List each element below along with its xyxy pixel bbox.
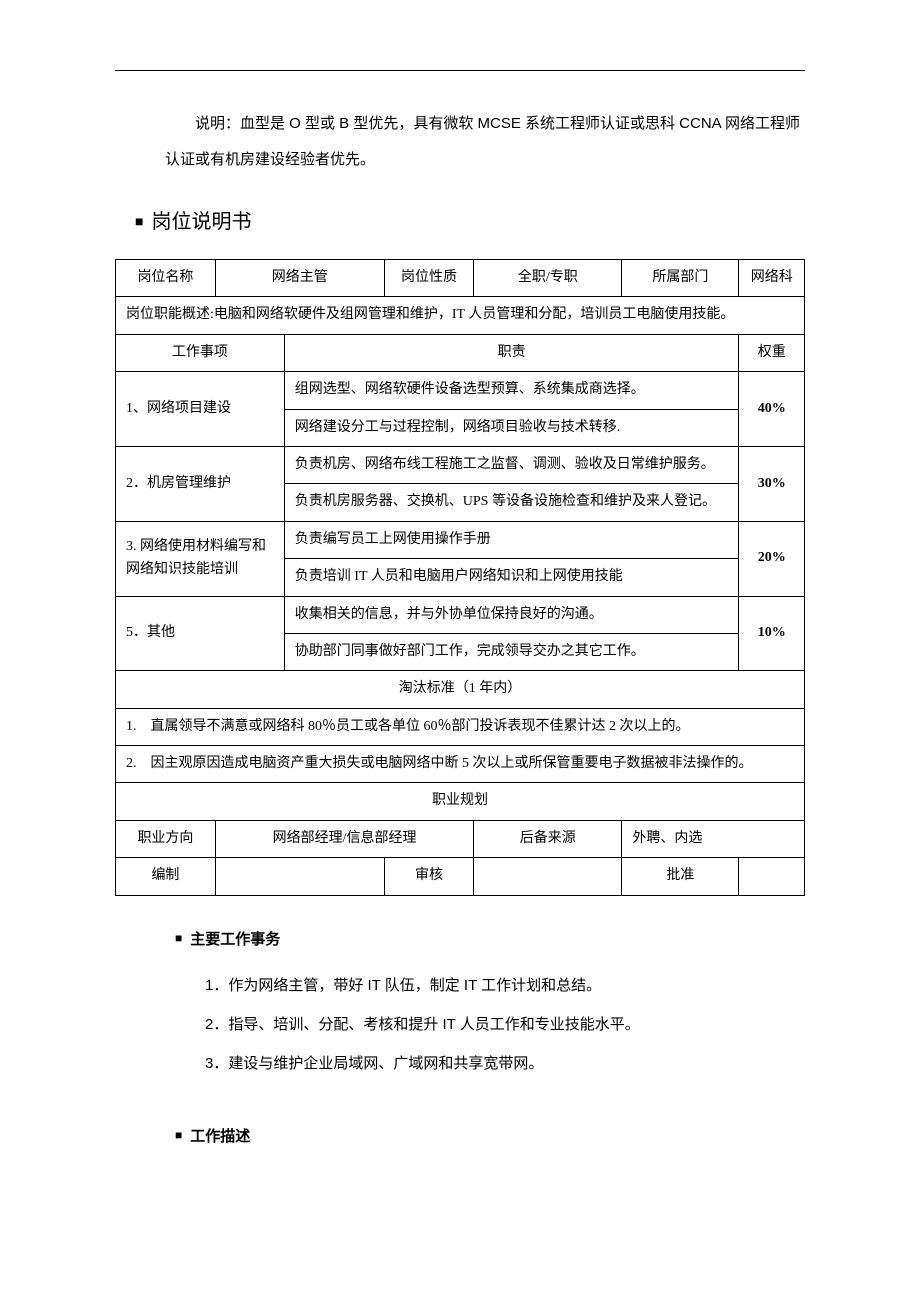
header-label: 所属部门 [622, 260, 739, 297]
overview-cell: 岗位职能概述:电脑和网络软硬件及组网管理和维护，IT 人员管理和分配，培训员工电… [116, 297, 805, 334]
header-label: 岗位名称 [116, 260, 216, 297]
table-row: 工作事项 职责 权重 [116, 334, 805, 371]
list-item: 3．建设与维护企业局域网、广域网和共享宽带网。 [205, 1044, 805, 1083]
job-spec-table: 岗位名称 网络主管 岗位性质 全职/专职 所属部门 网络科 岗位职能概述:电脑和… [115, 259, 805, 896]
table-row: 2. 因主观原因造成电脑资产重大损失或电脑网络中断 5 次以上或所保管重要电子数… [116, 746, 805, 783]
duty-cell: 协助部门同事做好部门工作，完成领导交办之其它工作。 [284, 633, 739, 670]
col-header: 职责 [284, 334, 739, 371]
list-item: 1．作为网络主管，带好 IT 队伍，制定 IT 工作计划和总结。 [205, 966, 805, 1005]
duty-cell: 组网选型、网络软硬件设备选型预算、系统集成商选择。 [284, 372, 739, 409]
table-row: 2．机房管理维护 负责机房、网络布线工程施工之监督、调测、验收及日常维护服务。 … [116, 446, 805, 483]
header-value: 全职/专职 [474, 260, 622, 297]
weight-cell: 40% [739, 372, 805, 447]
section-title: 岗位说明书 [151, 211, 251, 233]
header-value: 网络科 [739, 260, 805, 297]
item-cell: 1、网络项目建设 [116, 372, 285, 447]
sign-blank [474, 858, 622, 895]
duty-cell: 负责培训 IT 人员和电脑用户网络知识和上网使用技能 [284, 559, 739, 596]
table-row: 岗位名称 网络主管 岗位性质 全职/专职 所属部门 网络科 [116, 260, 805, 297]
intro-note: 说明：血型是 O 型或 B 型优先，具有微软 MCSE 系统工程师认证或思科 C… [165, 106, 805, 178]
career-value: 网络部经理/信息部经理 [215, 820, 473, 857]
table-row: 3. 网络使用材料编写和网络知识技能培训 负责编写员工上网使用操作手册 20% [116, 521, 805, 558]
table-row: 1. 直属领导不满意或网络科 80％员工或各单位 60％部门投诉表现不佳累计达 … [116, 708, 805, 745]
item-cell: 2．机房管理维护 [116, 446, 285, 521]
table-row: 1、网络项目建设 组网选型、网络软硬件设备选型预算、系统集成商选择。 40% [116, 372, 805, 409]
table-row: 编制 审核 批准 [116, 858, 805, 895]
square-bullet-icon: ■ [175, 931, 182, 945]
square-bullet-icon: ■ [135, 215, 143, 230]
duty-cell: 负责编写员工上网使用操作手册 [284, 521, 739, 558]
table-row: 淘汰标准（1 年内） [116, 671, 805, 708]
weight-cell: 30% [739, 446, 805, 521]
elim-item: 1. 直属领导不满意或网络科 80％员工或各单位 60％部门投诉表现不佳累计达 … [116, 708, 805, 745]
header-value: 网络主管 [215, 260, 384, 297]
sign-label: 批准 [622, 858, 739, 895]
sign-blank [739, 858, 805, 895]
item-cell: 3. 网络使用材料编写和网络知识技能培训 [116, 521, 285, 596]
career-label: 职业方向 [116, 820, 216, 857]
sign-blank [215, 858, 384, 895]
table-row: 5．其他 收集相关的信息，并与外协单位保持良好的沟通。 10% [116, 596, 805, 633]
square-bullet-icon: ■ [175, 1128, 182, 1142]
list-item: 2．指导、培训、分配、考核和提升 IT 人员工作和专业技能水平。 [205, 1005, 805, 1044]
duty-cell: 网络建设分工与过程控制，网络项目验收与技术转移. [284, 409, 739, 446]
sign-label: 编制 [116, 858, 216, 895]
elim-item: 2. 因主观原因造成电脑资产重大损失或电脑网络中断 5 次以上或所保管重要电子数… [116, 746, 805, 783]
sign-label: 审核 [384, 858, 474, 895]
desc-title: 工作描述 [190, 1128, 250, 1145]
career-title: 职业规划 [116, 783, 805, 820]
table-row: 岗位职能概述:电脑和网络软硬件及组网管理和维护，IT 人员管理和分配，培训员工电… [116, 297, 805, 334]
item-cell: 5．其他 [116, 596, 285, 671]
col-header: 工作事项 [116, 334, 285, 371]
weight-cell: 20% [739, 521, 805, 596]
career-label: 后备来源 [474, 820, 622, 857]
col-header: 权重 [739, 334, 805, 371]
table-row: 职业规划 [116, 783, 805, 820]
elim-title: 淘汰标准（1 年内） [116, 671, 805, 708]
section-job-desc: ■ 工作描述 [175, 1123, 805, 1152]
career-value: 外聘、内选 [622, 820, 805, 857]
table-row: 职业方向 网络部经理/信息部经理 后备来源 外聘、内选 [116, 820, 805, 857]
header-label: 岗位性质 [384, 260, 474, 297]
duty-cell: 收集相关的信息，并与外协单位保持良好的沟通。 [284, 596, 739, 633]
duty-cell: 负责机房、网络布线工程施工之监督、调测、验收及日常维护服务。 [284, 446, 739, 483]
top-rule [115, 70, 805, 71]
task-list: 1．作为网络主管，带好 IT 队伍，制定 IT 工作计划和总结。 2．指导、培训… [205, 966, 805, 1083]
weight-cell: 10% [739, 596, 805, 671]
section-main-tasks: ■ 主要工作事务 [175, 926, 805, 955]
duty-cell: 负责机房服务器、交换机、UPS 等设备设施检查和维护及来人登记。 [284, 484, 739, 521]
tasks-title: 主要工作事务 [190, 931, 280, 948]
section-job-spec: ■ 岗位说明书 [135, 203, 805, 241]
